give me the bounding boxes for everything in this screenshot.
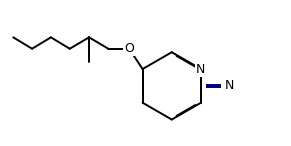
Text: N: N [196, 62, 206, 75]
Text: N: N [225, 79, 234, 92]
Text: O: O [124, 42, 134, 55]
